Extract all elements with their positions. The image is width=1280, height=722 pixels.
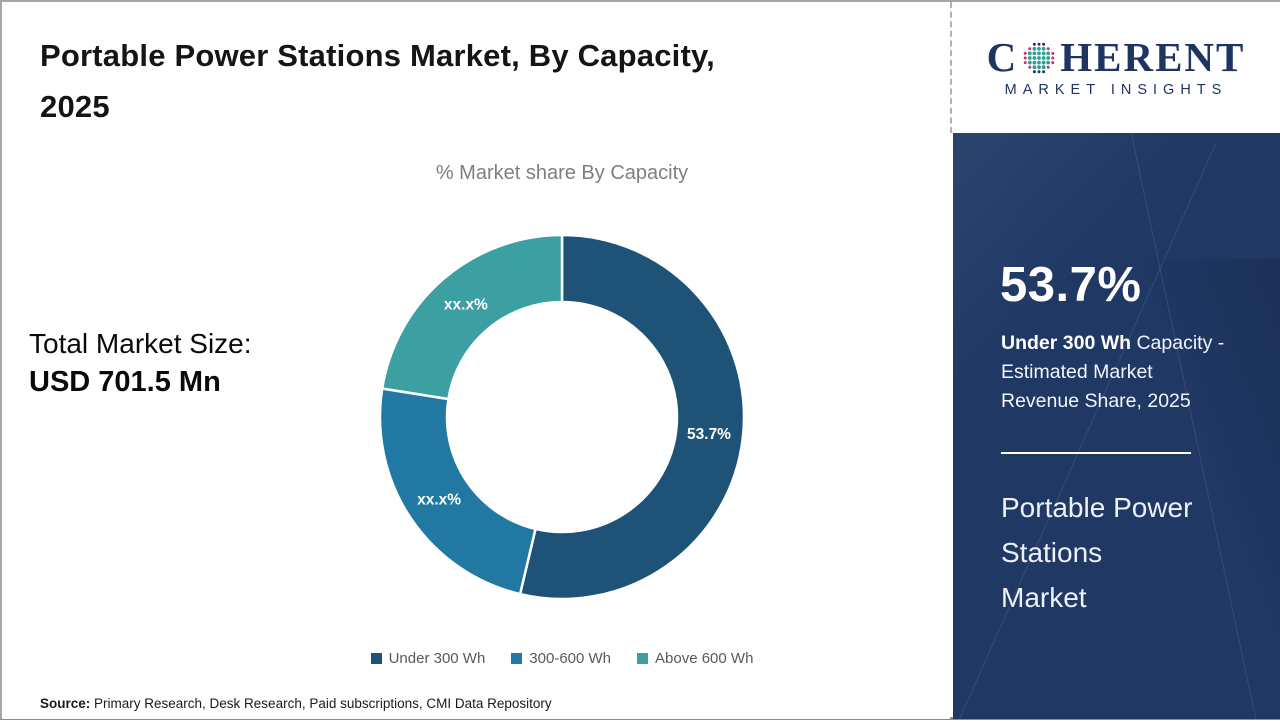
page-title: Portable Power Stations Market, By Capac… [40, 30, 890, 132]
globe-dot [1046, 55, 1051, 60]
globe-dot [1032, 64, 1037, 69]
highlight-panel: 53.7% Under 300 Wh Capacity - Estimated … [953, 133, 1280, 719]
brand-logo: C HERENT MARKET INSIGHTS [950, 2, 1280, 133]
total-market-size: Total Market Size: USD 701.5 Mn [29, 328, 252, 399]
main-area: Portable Power Stations Market, By Capac… [2, 2, 950, 719]
source-note: Source: Primary Research, Desk Research,… [40, 696, 552, 711]
globe-dot [1041, 46, 1046, 51]
total-market-size-label: Total Market Size: [29, 328, 252, 359]
donut-chart: 53.7% xx.x% xx.x% [378, 233, 746, 601]
highlight-description: Under 300 Wh Capacity - Estimated Market… [1001, 332, 1225, 412]
donut-segment-label: xx.x% [417, 491, 461, 508]
globe-dot [1042, 69, 1046, 73]
globe-dot [1032, 46, 1037, 51]
globe-dot [1051, 60, 1055, 64]
globe-dot [1046, 60, 1051, 64]
panel-shade-overlay [1122, 259, 1280, 679]
globe-dot [1041, 55, 1046, 60]
globe-dots-icon [1023, 42, 1055, 73]
legend-swatch [637, 653, 649, 664]
legend-label: Above 600 Wh [655, 650, 754, 667]
sidebar: C HERENT MARKET INSIGHTS 53.7% Under 300… [950, 2, 1280, 722]
donut-segment [378, 387, 538, 596]
legend-item: Above 600 Wh [637, 650, 753, 667]
globe-dot [1033, 69, 1037, 73]
donut-segment [380, 233, 564, 401]
chart-title: % Market share By Capacity [435, 162, 689, 184]
globe-dot [1042, 42, 1046, 46]
globe-dot [1041, 51, 1046, 55]
globe-dot [1028, 46, 1032, 50]
panel-divider [1001, 452, 1191, 454]
globe-dot [1023, 56, 1027, 59]
globe-dot [1032, 60, 1037, 64]
report-name: Portable Power Stations Market [1001, 492, 1193, 613]
globe-dot [1033, 42, 1037, 46]
legend-swatch [511, 653, 523, 664]
globe-dot [1037, 51, 1042, 55]
legend-item: Under 300 Wh [370, 650, 486, 667]
page-title-line1: Portable Power Stations Market, By Capac… [40, 38, 715, 73]
donut-segment-label: xx.x% [444, 296, 488, 313]
logo-subtitle: MARKET INSIGHTS [1004, 82, 1228, 98]
globe-dot [1028, 51, 1032, 55]
globe-dot [1051, 56, 1055, 59]
highlight-stat: 53.7% [1000, 258, 1142, 312]
globe-dot [1046, 65, 1050, 69]
globe-dot [1023, 51, 1027, 55]
donut-segment-label: 53.7% [687, 426, 731, 443]
globe-dot [1032, 55, 1037, 60]
globe-dot [1046, 51, 1051, 55]
source-text: Primary Research, Desk Research, Paid su… [90, 696, 552, 711]
globe-dot [1037, 64, 1042, 69]
globe-dot [1028, 60, 1032, 64]
globe-dot [1032, 51, 1037, 55]
globe-dot [1041, 64, 1046, 69]
globe-dot [1037, 46, 1042, 51]
legend-label: 300-600 Wh [529, 650, 612, 667]
source-label: Source: [40, 696, 91, 711]
legend-swatch [370, 653, 382, 664]
globe-dot [1041, 60, 1046, 64]
page-title-line2: 2025 [40, 89, 110, 124]
total-market-size-value: USD 701.5 Mn [29, 366, 221, 398]
globe-dot [1037, 55, 1042, 60]
logo-letter-c: C [986, 34, 1019, 80]
globe-dot [1028, 65, 1032, 69]
globe-dot [1037, 60, 1042, 64]
highlight-segment-name: Under 300 Wh [1001, 332, 1132, 354]
donut-segment [518, 233, 746, 601]
chart-legend: Under 300 Wh 300-600 Wh Above 600 Wh [312, 650, 812, 667]
legend-item: 300-600 Wh [511, 650, 611, 667]
globe-dot [1037, 69, 1041, 73]
globe-dot [1028, 55, 1032, 60]
legend-label: Under 300 Wh [388, 650, 486, 667]
globe-dot [1046, 46, 1050, 50]
globe-dot [1037, 42, 1041, 46]
globe-dot [1051, 51, 1055, 55]
globe-dot [1023, 60, 1027, 64]
logo-word: HERENT [1060, 34, 1246, 80]
